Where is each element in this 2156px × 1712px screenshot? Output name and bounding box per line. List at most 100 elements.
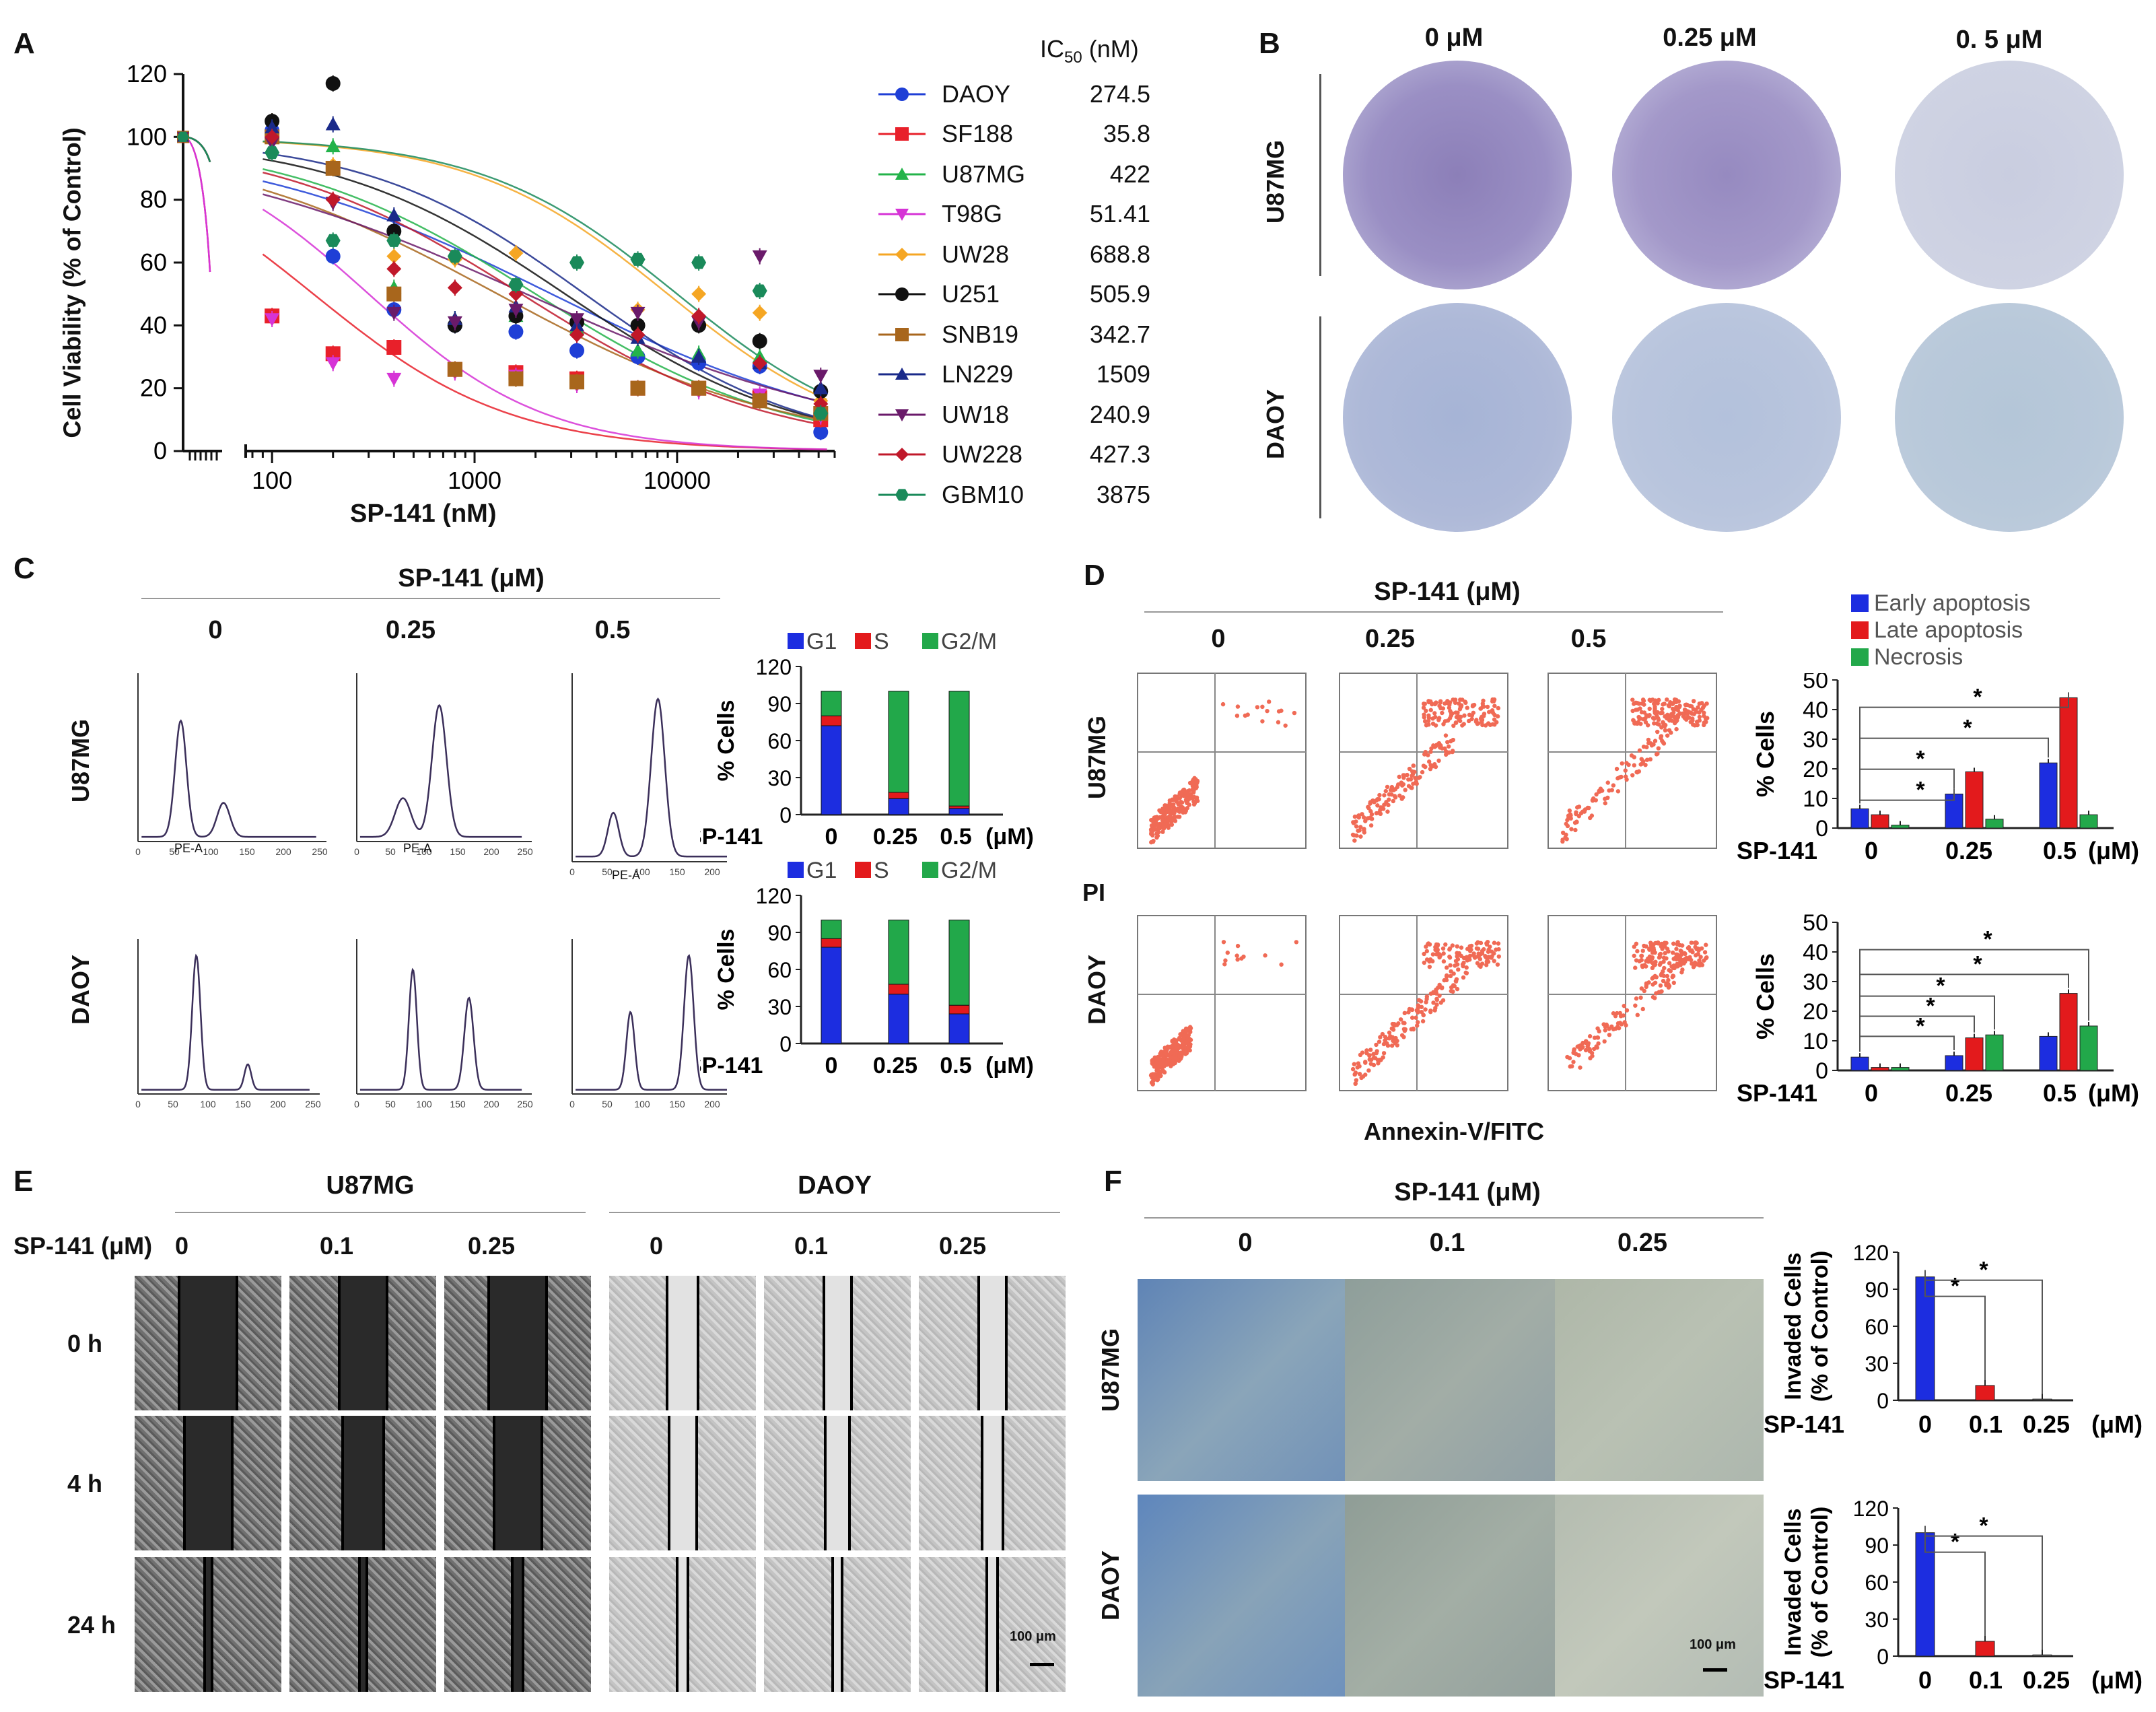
hist-tick-label: 200 bbox=[483, 1099, 499, 1109]
legend-swatch bbox=[922, 862, 938, 878]
flow-event bbox=[1587, 805, 1591, 811]
flow-event bbox=[1173, 815, 1177, 819]
panel-e-conc-3: 0 bbox=[649, 1232, 664, 1260]
fit-curve-uw228 bbox=[263, 171, 827, 427]
flow-event bbox=[1589, 813, 1595, 818]
flow-event bbox=[1660, 706, 1665, 712]
panel-label-e: E bbox=[13, 1165, 34, 1198]
flow-event bbox=[1471, 951, 1476, 956]
flow-event bbox=[1671, 980, 1676, 986]
flow-event bbox=[1478, 940, 1484, 945]
flow-event bbox=[1698, 955, 1703, 959]
legend-marker-uw18 bbox=[878, 409, 926, 421]
flow-event bbox=[1603, 1028, 1607, 1033]
bar-early-apoptosis bbox=[2039, 762, 2058, 829]
y-tick-label: 30 bbox=[1803, 969, 1828, 995]
x-cat-label: 0 bbox=[1865, 1079, 1878, 1107]
flow-event bbox=[1366, 1068, 1371, 1073]
legend-name: LN229 bbox=[942, 360, 1014, 388]
flow-event bbox=[1635, 1013, 1640, 1017]
hist-tick-label: 0 bbox=[135, 1099, 141, 1109]
flow-event bbox=[1220, 701, 1226, 707]
flow-event bbox=[1402, 1029, 1407, 1033]
flow-event bbox=[1435, 947, 1440, 953]
data-point-gbm10 bbox=[630, 252, 646, 266]
stacked-bar-g2/m bbox=[821, 691, 842, 716]
flow-event bbox=[1158, 1074, 1162, 1078]
histogram-trace-2 bbox=[576, 697, 727, 858]
scratch-image-r2-c5 bbox=[919, 1557, 1066, 1692]
flow-event bbox=[1653, 698, 1658, 703]
flow-event bbox=[1568, 816, 1573, 821]
legend-symbol bbox=[895, 167, 909, 180]
panel-a-chart: 0 20 40 60 80 100 120 100 1000 10000 bbox=[127, 60, 836, 494]
flow-event bbox=[1622, 1020, 1627, 1025]
data-point-u87mg bbox=[630, 343, 646, 357]
y-tick-label: 30 bbox=[1865, 1352, 1889, 1376]
fit-curve-uw18 bbox=[263, 193, 827, 404]
flow-event bbox=[1441, 959, 1447, 964]
legend-label: S bbox=[874, 858, 889, 883]
flow-event bbox=[1574, 819, 1579, 825]
flow-event bbox=[1354, 824, 1359, 829]
hist-tick-label: 250 bbox=[517, 1099, 533, 1109]
flow-event bbox=[1580, 1040, 1585, 1046]
flow-event bbox=[1158, 1052, 1164, 1058]
flow-event bbox=[1637, 748, 1642, 753]
panel-d-xlabel: Annexin-V/FITC bbox=[1364, 1118, 1544, 1145]
significance-bracket bbox=[1924, 1526, 1986, 1636]
panel-f-row-u87mg: U87MG bbox=[1097, 1328, 1124, 1412]
flow-events-3 bbox=[1148, 940, 1299, 1087]
flow-event bbox=[1377, 792, 1382, 798]
data-point-sf188 bbox=[386, 340, 402, 355]
x-unit: (μM) bbox=[2088, 837, 2139, 864]
y-tick-label: 120 bbox=[127, 60, 167, 88]
flow-event bbox=[1255, 705, 1260, 710]
flow-event bbox=[1352, 814, 1358, 819]
panel-d-legend: Early apoptosis Late apoptosis Necrosis bbox=[1851, 590, 2030, 671]
hist-tick-label: 100 bbox=[634, 1099, 650, 1109]
legend-entry-u87mg: U87MG 422 bbox=[878, 154, 1175, 195]
flow-event bbox=[1178, 1045, 1183, 1050]
scratch-image-r0-c0 bbox=[135, 1276, 281, 1410]
hist-tick-label: 100 bbox=[200, 1099, 216, 1109]
panel-e-conc-4: 0.1 bbox=[794, 1232, 829, 1260]
y-tick-label: 120 bbox=[756, 655, 792, 679]
flow-event bbox=[1426, 759, 1432, 764]
flow-event bbox=[1667, 728, 1672, 732]
bar-ylabel-1: Invaded Cells bbox=[1780, 1252, 1806, 1400]
flow-event bbox=[1467, 953, 1473, 959]
panel-e-time-1: 4 h bbox=[67, 1470, 103, 1497]
flow-event bbox=[1353, 1070, 1358, 1075]
flow-event bbox=[1676, 699, 1681, 704]
flow-event bbox=[1367, 1057, 1372, 1062]
flow-event bbox=[1171, 1048, 1175, 1054]
hist-tick-label: 200 bbox=[275, 846, 291, 857]
flow-event bbox=[1657, 962, 1663, 967]
y-tick-label: 120 bbox=[756, 884, 792, 908]
panel-e-scale-label: 100 μm bbox=[1010, 1629, 1056, 1644]
data-point-uw228 bbox=[447, 280, 462, 296]
flow-event bbox=[1573, 827, 1578, 833]
data-point-uw18 bbox=[813, 370, 829, 383]
flow-event bbox=[1375, 803, 1380, 808]
x-cat-label: 0 bbox=[1865, 837, 1878, 864]
x-cat-label: 0.5 bbox=[940, 1053, 971, 1078]
flow-event bbox=[1389, 1026, 1394, 1031]
flow-event bbox=[1434, 987, 1438, 992]
flow-event bbox=[1656, 717, 1661, 722]
bar-late-apoptosis bbox=[1965, 1037, 1984, 1071]
flow-event bbox=[1350, 1066, 1356, 1072]
colony-dish-u87mg-025 bbox=[1612, 61, 1841, 289]
legend-ic50: 35.8 bbox=[1103, 120, 1150, 148]
flow-event bbox=[1153, 817, 1158, 821]
flow-event bbox=[1414, 1015, 1418, 1020]
flow-event bbox=[1374, 1042, 1379, 1048]
flow-event bbox=[1161, 1058, 1167, 1063]
panel-c-conc-2: 0.5 bbox=[594, 616, 631, 644]
flow-event bbox=[1430, 716, 1435, 721]
flow-event bbox=[1466, 718, 1471, 724]
flow-event bbox=[1422, 960, 1427, 965]
flow-event bbox=[1675, 952, 1680, 957]
significance-star: * bbox=[1979, 1258, 1988, 1283]
